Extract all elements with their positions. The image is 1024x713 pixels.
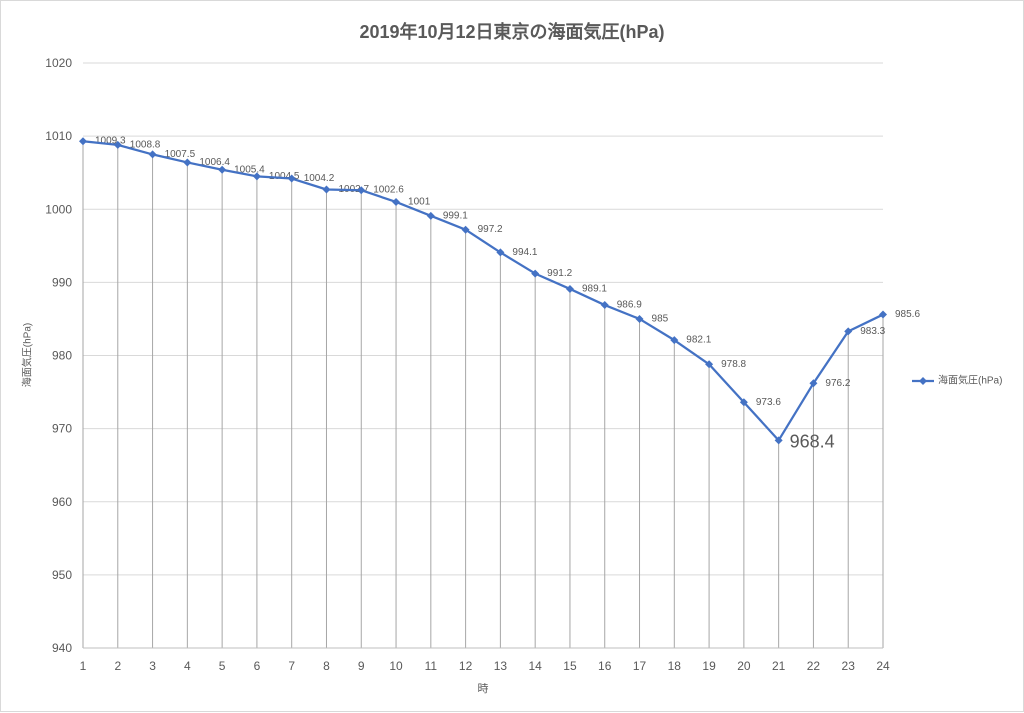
- data-label: 976.2: [825, 378, 850, 389]
- gridlines: [83, 62, 883, 576]
- data-point-marker: [148, 150, 157, 159]
- x-tick-label: 3: [149, 659, 156, 673]
- data-point-marker: [461, 225, 470, 234]
- data-label: 1004.5: [269, 171, 300, 182]
- y-tick-label: 980: [52, 349, 72, 363]
- y-tick-label: 970: [52, 422, 72, 436]
- data-label: 968.4: [790, 431, 835, 451]
- y-tick-label: 1020: [45, 56, 72, 70]
- data-point-marker: [600, 301, 609, 310]
- data-point-marker: [218, 165, 227, 174]
- data-point-marker: [426, 211, 435, 220]
- data-point-marker: [809, 379, 818, 388]
- x-tick-label: 13: [494, 659, 508, 673]
- data-point-marker: [565, 284, 574, 293]
- x-tick-label: 22: [807, 659, 821, 673]
- data-point-marker: [705, 360, 714, 369]
- y-tick-label: 950: [52, 568, 72, 582]
- data-label: 1006.4: [199, 157, 230, 168]
- data-label: 1002.6: [373, 185, 404, 196]
- data-label: 1007.5: [165, 149, 196, 160]
- data-label: 994.1: [512, 247, 537, 258]
- data-label: 973.6: [756, 397, 781, 408]
- legend: 海面気圧(hPa): [912, 374, 1002, 387]
- data-point-markers: [79, 137, 887, 445]
- series-line: [81, 140, 885, 442]
- y-axis-title: 海面気圧(hPa): [21, 323, 34, 387]
- data-point-marker: [252, 172, 261, 181]
- data-point-marker: [739, 398, 748, 407]
- y-tick-label: 960: [52, 495, 72, 509]
- data-label: 982.1: [686, 335, 711, 346]
- x-axis-tick-labels: 1 2 3 4 5 6 7 8 9 10 11 12 13 14 15 16 17 18 19 20 21 22 23 24: [80, 659, 890, 673]
- data-label: 978.8: [721, 359, 746, 370]
- data-label: 1004.2: [304, 173, 335, 184]
- x-axis-title: 時: [478, 682, 489, 695]
- data-point-marker: [357, 186, 366, 195]
- x-tick-label: 14: [528, 659, 542, 673]
- x-tick-label: 20: [737, 659, 751, 673]
- legend-diamond-marker: [919, 377, 927, 385]
- data-label: 999.1: [443, 210, 468, 221]
- x-tick-label: 17: [633, 659, 647, 673]
- data-point-marker: [496, 248, 505, 257]
- data-point-marker: [531, 269, 540, 278]
- x-tick-label: 15: [563, 659, 577, 673]
- data-point-marker: [322, 185, 331, 194]
- data-label: 986.9: [617, 300, 642, 311]
- data-label: 985.6: [895, 309, 920, 320]
- data-point-marker: [635, 314, 644, 323]
- x-tick-label: 10: [389, 659, 403, 673]
- data-point-marker: [879, 310, 887, 319]
- x-tick-label: 21: [772, 659, 786, 673]
- data-label: 983.3: [860, 326, 885, 337]
- x-tick-label: 23: [842, 659, 856, 673]
- data-point-marker: [287, 174, 296, 183]
- x-tick-label: 7: [288, 659, 295, 673]
- data-point-marker: [113, 140, 122, 149]
- x-tick-label: 19: [702, 659, 716, 673]
- x-tick-label: 4: [184, 659, 191, 673]
- data-point-marker: [844, 327, 853, 336]
- x-tick-label: 8: [323, 659, 330, 673]
- data-point-marker: [183, 158, 192, 167]
- data-label: 1001: [408, 196, 431, 207]
- data-label: 985: [652, 313, 669, 324]
- x-tick-label: 12: [459, 659, 473, 673]
- legend-label: 海面気圧(hPa): [938, 374, 1002, 387]
- x-tick-label: 16: [598, 659, 612, 673]
- x-tick-label: 11: [425, 659, 438, 673]
- drop-lines: [82, 141, 884, 648]
- x-tick-label: 2: [114, 659, 121, 673]
- data-label: 997.2: [478, 224, 503, 235]
- y-axis-tick-labels: 940 950 960 970 980 990 1000 1010 1020: [45, 56, 72, 655]
- y-tick-label: 1000: [45, 202, 72, 216]
- data-point-marker: [79, 137, 87, 146]
- data-point-marker: [774, 436, 783, 445]
- data-label: 1008.8: [130, 139, 161, 150]
- data-label: 1009.3: [95, 136, 126, 147]
- x-tick-label: 18: [668, 659, 682, 673]
- x-tick-label: 24: [876, 659, 890, 673]
- data-point-marker: [670, 336, 679, 345]
- x-tick-label: 9: [358, 659, 365, 673]
- y-tick-label: 1010: [45, 129, 72, 143]
- data-label: 991.2: [547, 268, 572, 279]
- chart-title: 2019年10月12日東京の海面気圧(hPa): [359, 21, 664, 42]
- x-tick-label: 6: [254, 659, 261, 673]
- x-tick-label: 1: [80, 659, 87, 673]
- x-tick-label: 5: [219, 659, 226, 673]
- y-tick-label: 990: [52, 275, 72, 289]
- y-tick-label: 940: [52, 641, 72, 655]
- data-label: 1005.4: [234, 164, 265, 175]
- data-point-marker: [392, 197, 401, 206]
- data-label: 989.1: [582, 283, 607, 294]
